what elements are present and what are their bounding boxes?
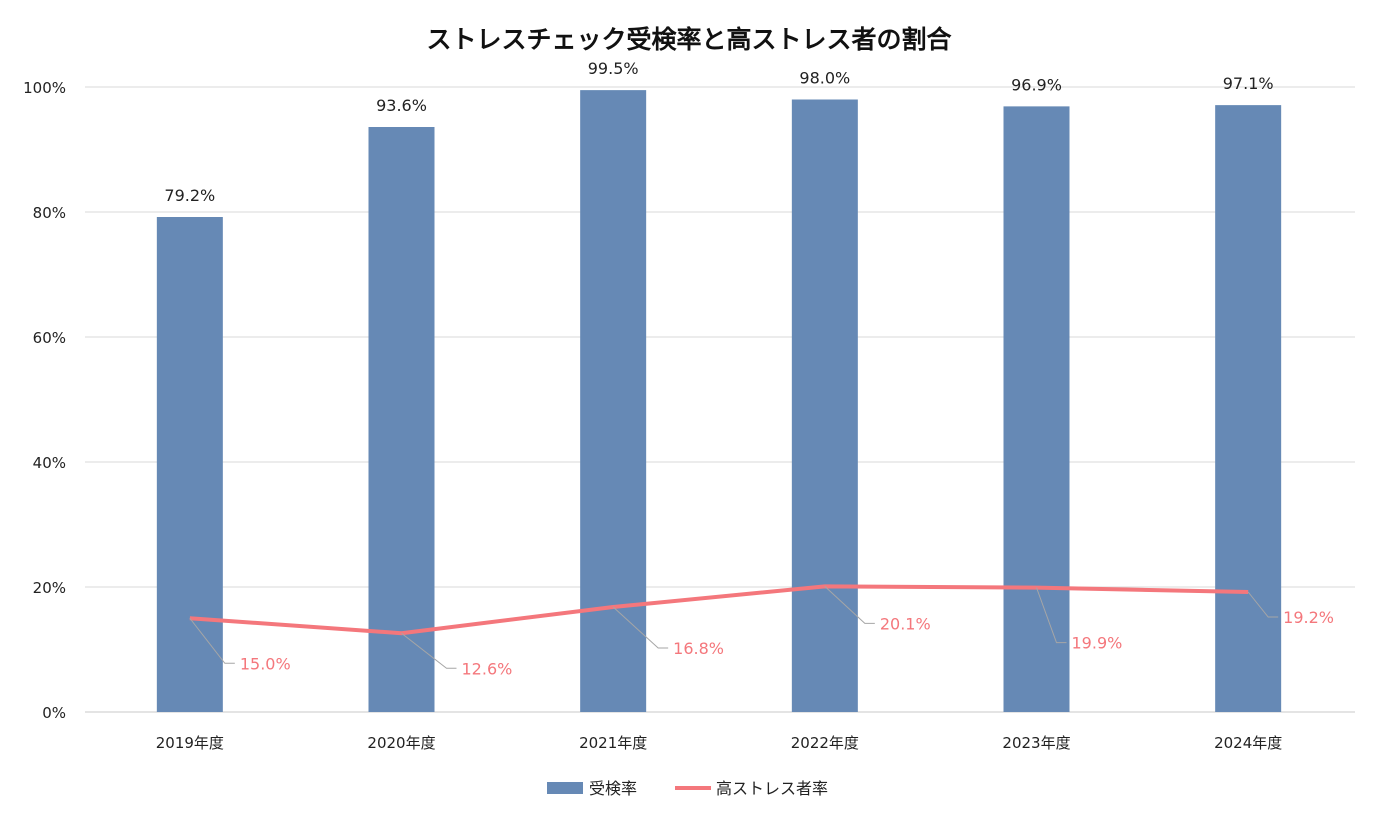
bar-data-label: 99.5% (588, 59, 639, 78)
x-tick-label: 2022年度 (791, 734, 859, 752)
legend-swatch-bar (547, 782, 583, 794)
bar-data-label: 93.6% (376, 96, 427, 115)
x-tick-label: 2023年度 (1002, 734, 1070, 752)
y-tick-label: 60% (33, 329, 66, 347)
line-data-label: 16.8% (673, 639, 724, 658)
bar (1003, 106, 1070, 712)
bar (368, 127, 435, 712)
chart-title: ストレスチェック受検率と高ストレス者の割合 (426, 25, 952, 54)
bar-data-label: 98.0% (799, 69, 850, 88)
bar-data-label: 97.1% (1223, 74, 1274, 93)
bar (156, 217, 223, 712)
x-tick-label: 2020年度 (367, 734, 435, 752)
legend: 受検率 高ストレス者率 (547, 779, 828, 798)
legend-label-bar: 受検率 (589, 779, 637, 798)
leader-line (824, 586, 875, 624)
legend-label-line: 高ストレス者率 (716, 779, 828, 798)
leader-line (1036, 587, 1067, 644)
line-data-label: 19.2% (1283, 608, 1334, 627)
line-series (189, 584, 1249, 636)
bar (580, 90, 647, 712)
line-data-label: 12.6% (462, 659, 513, 678)
leader-line (401, 632, 457, 669)
y-tick-label: 80% (33, 204, 66, 222)
bar (1215, 105, 1282, 712)
leader-line (612, 606, 669, 649)
bar-data-label: 79.2% (164, 186, 215, 205)
y-tick-label: 100% (23, 79, 66, 97)
x-tick-label: 2024年度 (1214, 734, 1282, 752)
x-tick-label: 2021年度 (579, 734, 647, 752)
line-data-label: 19.9% (1072, 634, 1123, 653)
line-data-label: 20.1% (880, 614, 931, 633)
y-tick-label: 0% (42, 704, 66, 722)
y-tick-label: 40% (33, 454, 66, 472)
bar (791, 99, 858, 712)
bar-data-label: 96.9% (1011, 75, 1062, 94)
line-data-label: 15.0% (240, 654, 291, 673)
leader-line (1247, 591, 1279, 618)
y-tick-label: 20% (33, 579, 66, 597)
leader-line (189, 617, 235, 664)
x-tick-label: 2019年度 (156, 734, 224, 752)
